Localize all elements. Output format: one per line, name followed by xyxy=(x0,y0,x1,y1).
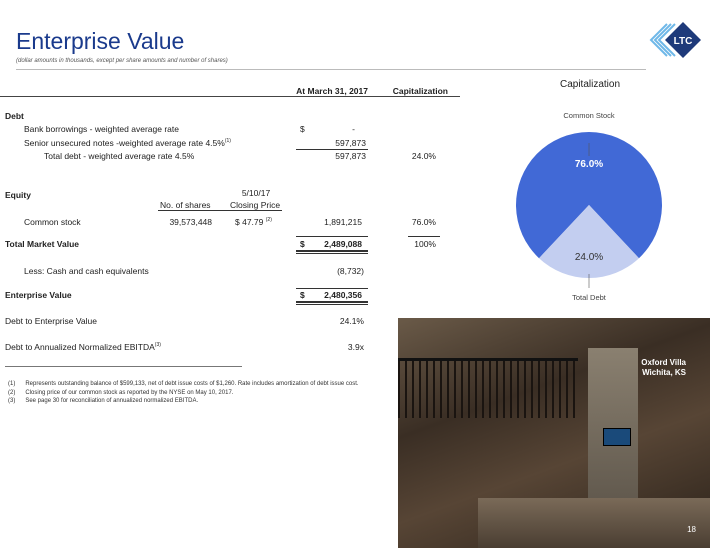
total-debt-value: 597,873 xyxy=(335,151,366,161)
common-cap: 76.0% xyxy=(411,217,436,227)
page-title: Enterprise Value xyxy=(16,28,185,54)
bank-value: - xyxy=(352,124,355,134)
fn-text: Closing price of our common stock as rep… xyxy=(25,390,234,396)
legend-total-debt: Total Debt xyxy=(572,293,607,302)
debt-ev-value: 24.1% xyxy=(339,316,364,326)
fn-text: Represents outstanding balance of $599,1… xyxy=(25,381,359,387)
ev-label: Enterprise Value xyxy=(5,290,72,300)
footnote-rule xyxy=(5,366,242,367)
tmv-cap: 100% xyxy=(414,239,436,249)
total-debt-cap: 24.0% xyxy=(411,151,436,161)
total-debt-label: Total debt - weighted average rate 4.5% xyxy=(44,151,195,161)
rule xyxy=(408,236,440,237)
notes-text: Senior unsecured notes -weighted average… xyxy=(24,138,225,148)
col-header-cap: Capitalization xyxy=(392,86,448,96)
cash-value: (8,732) xyxy=(337,266,364,276)
currency: $ xyxy=(300,124,305,134)
footnote: (2) Closing price of our common stock as … xyxy=(8,389,368,397)
ev-value: 2,480,356 xyxy=(324,290,362,300)
debt-ebitda-label: Debt to Annualized Normalized EBITDA(3) xyxy=(5,342,161,352)
footnote-ref: (2) xyxy=(265,217,272,224)
footnote: (3) See page 30 for reconciliation of ann… xyxy=(8,397,368,405)
slice-common-stock xyxy=(516,132,662,259)
debt-ev-label: Debt to Enterprise Value xyxy=(5,316,97,326)
label-text: Debt to Annualized Normalized EBITDA xyxy=(5,342,155,352)
divider xyxy=(16,69,646,70)
photo-caption: Oxford Villa Wichita, KS xyxy=(641,358,686,378)
fn-num: (1) xyxy=(8,381,16,387)
tmv-label: Total Market Value xyxy=(5,239,80,249)
caption-line: Wichita, KS xyxy=(642,368,686,377)
price-header: Closing Price xyxy=(230,200,281,210)
notes-value: 597,873 xyxy=(335,138,366,148)
footnote-ref: (1) xyxy=(224,138,231,145)
common-value: 1,891,215 xyxy=(324,217,362,227)
subtitle: (dollar amounts in thousands, except per… xyxy=(16,58,228,64)
label-common-stock: 76.0% xyxy=(575,159,603,170)
double-rule xyxy=(296,250,368,254)
legend-common-stock: Common Stock xyxy=(563,111,615,120)
fn-text: See page 30 for reconciliation of annual… xyxy=(25,398,199,404)
slice-total-debt xyxy=(539,205,639,278)
price-text: $ 47.79 xyxy=(235,217,264,227)
common-label: Common stock xyxy=(24,217,81,227)
rule xyxy=(296,149,368,150)
shares-header: No. of shares xyxy=(160,200,211,210)
footnote: (1) Represents outstanding balance of $59… xyxy=(8,380,368,388)
footnote-ref: (3) xyxy=(154,342,161,349)
rule xyxy=(296,236,368,237)
rule xyxy=(296,288,368,289)
currency: $ xyxy=(300,239,305,249)
svg-text:LTC: LTC xyxy=(674,36,693,47)
fn-num: (2) xyxy=(8,390,16,396)
page-number: 18 xyxy=(687,525,696,534)
debt-heading: Debt xyxy=(5,111,24,121)
footnotes: (1) Represents outstanding balance of $59… xyxy=(8,380,368,405)
currency: $ xyxy=(300,290,305,300)
rule xyxy=(158,210,282,211)
header-rule xyxy=(0,96,460,97)
debt-ebitda-value: 3.9x xyxy=(347,342,364,352)
common-price: $ 47.79 (2) xyxy=(235,217,272,227)
chart-title: Capitalization xyxy=(559,79,621,90)
label-total-debt: 24.0% xyxy=(575,252,603,263)
ltc-logo: LTC xyxy=(649,22,701,58)
common-shares: 39,573,448 xyxy=(169,217,212,227)
pie-chart: Common Stock Total Debt 76.0% 24.0% xyxy=(516,111,662,302)
price-date: 5/10/17 xyxy=(241,188,271,198)
caption-line: Oxford Villa xyxy=(641,358,686,367)
cash-label: Less: Cash and cash equivalents xyxy=(24,266,149,276)
property-photo: Oxford Villa Wichita, KS 18 xyxy=(398,318,710,548)
equity-heading: Equity xyxy=(5,190,31,200)
double-rule xyxy=(296,301,368,305)
tmv-value: 2,489,088 xyxy=(324,239,362,249)
col-header-date: At March 31, 2017 xyxy=(296,86,368,96)
fn-num: (3) xyxy=(8,398,16,404)
notes-label: Senior unsecured notes -weighted average… xyxy=(24,138,231,148)
bank-label: Bank borrowings - weighted average rate xyxy=(24,124,179,134)
photo-railing xyxy=(398,358,578,418)
photo-tv xyxy=(603,428,631,446)
photo-floor xyxy=(478,498,710,548)
